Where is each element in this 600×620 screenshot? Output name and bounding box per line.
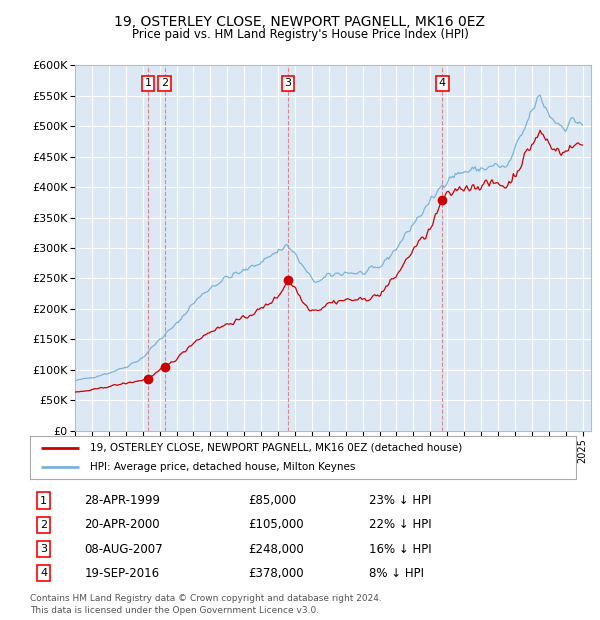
- Text: 08-AUG-2007: 08-AUG-2007: [85, 542, 163, 556]
- Text: 4: 4: [40, 569, 47, 578]
- Text: 3: 3: [284, 78, 292, 89]
- Text: £378,000: £378,000: [248, 567, 304, 580]
- Text: HPI: Average price, detached house, Milton Keynes: HPI: Average price, detached house, Milt…: [90, 463, 355, 472]
- Text: 1: 1: [40, 495, 47, 505]
- Text: 23% ↓ HPI: 23% ↓ HPI: [368, 494, 431, 507]
- Text: Contains HM Land Registry data © Crown copyright and database right 2024.
This d: Contains HM Land Registry data © Crown c…: [30, 594, 382, 616]
- Text: 19, OSTERLEY CLOSE, NEWPORT PAGNELL, MK16 0EZ: 19, OSTERLEY CLOSE, NEWPORT PAGNELL, MK1…: [115, 16, 485, 30]
- Text: £105,000: £105,000: [248, 518, 304, 531]
- Text: £85,000: £85,000: [248, 494, 296, 507]
- Text: 16% ↓ HPI: 16% ↓ HPI: [368, 542, 431, 556]
- Text: 19-SEP-2016: 19-SEP-2016: [85, 567, 160, 580]
- Text: Price paid vs. HM Land Registry's House Price Index (HPI): Price paid vs. HM Land Registry's House …: [131, 28, 469, 41]
- Text: £248,000: £248,000: [248, 542, 304, 556]
- Text: 19, OSTERLEY CLOSE, NEWPORT PAGNELL, MK16 0EZ (detached house): 19, OSTERLEY CLOSE, NEWPORT PAGNELL, MK1…: [90, 443, 463, 453]
- Text: 8% ↓ HPI: 8% ↓ HPI: [368, 567, 424, 580]
- Text: 3: 3: [40, 544, 47, 554]
- Text: 28-APR-1999: 28-APR-1999: [85, 494, 161, 507]
- Text: 4: 4: [439, 78, 446, 89]
- Text: 1: 1: [145, 78, 152, 89]
- Text: 22% ↓ HPI: 22% ↓ HPI: [368, 518, 431, 531]
- Text: 20-APR-2000: 20-APR-2000: [85, 518, 160, 531]
- Text: 2: 2: [40, 520, 47, 529]
- Text: 2: 2: [161, 78, 168, 89]
